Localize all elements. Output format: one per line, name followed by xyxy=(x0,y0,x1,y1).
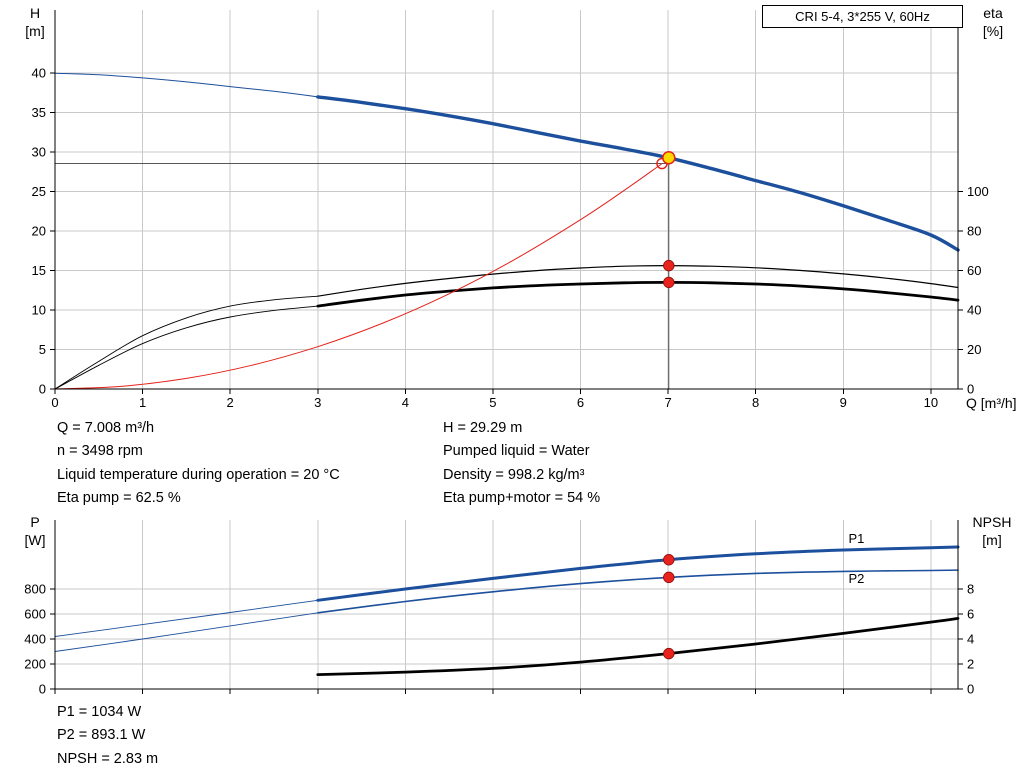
info-speed: n = 3498 rpm xyxy=(57,443,143,460)
grid-lines xyxy=(55,520,958,689)
svg-text:1: 1 xyxy=(139,395,146,410)
npsh-duty-point xyxy=(663,647,675,660)
svg-text:10: 10 xyxy=(32,303,46,318)
pump-type-box: CRI 5-4, 3*255 V, 60Hz xyxy=(762,5,963,28)
svg-text:4: 4 xyxy=(402,395,409,410)
info-pumped-liquid: Pumped liquid = Water xyxy=(443,443,590,460)
h-axis-label: H [m] xyxy=(16,4,54,40)
npsh-axis-symbol: NPSH xyxy=(972,514,1012,530)
p-axis-label: P [W] xyxy=(16,513,54,549)
svg-text:8: 8 xyxy=(752,395,759,410)
eta-pump-curve xyxy=(317,265,959,297)
svg-text:60: 60 xyxy=(967,263,981,278)
eta-axis-label: eta [%] xyxy=(970,4,1016,40)
eta-axis-symbol: eta xyxy=(983,5,1003,21)
svg-text:15: 15 xyxy=(32,263,46,278)
svg-text:2: 2 xyxy=(227,395,234,410)
power-npsh-chart: 0 200 400 600 800 0 2 4 6 8 P1 P2 xyxy=(24,520,974,697)
result-npsh: NPSH = 2.83 m xyxy=(57,750,159,767)
svg-text:30: 30 xyxy=(32,145,46,160)
svg-text:35: 35 xyxy=(32,105,46,120)
p1-duty-point xyxy=(663,554,675,566)
svg-text:3: 3 xyxy=(314,395,321,410)
tick-labels: 0 200 400 600 800 0 2 4 6 8 xyxy=(24,582,974,697)
p2-curve-label: P2 xyxy=(848,571,864,586)
info-eta-pump: Eta pump = 62.5 % xyxy=(57,490,181,507)
svg-text:800: 800 xyxy=(24,582,46,597)
p1-curve-label: P1 xyxy=(848,531,864,546)
svg-text:10: 10 xyxy=(924,395,938,410)
svg-text:600: 600 xyxy=(24,607,46,622)
svg-text:20: 20 xyxy=(967,342,981,357)
svg-text:2: 2 xyxy=(967,657,974,672)
duty-point[interactable] xyxy=(662,150,676,165)
svg-text:100: 100 xyxy=(967,184,989,199)
svg-text:0: 0 xyxy=(51,395,58,410)
svg-text:0: 0 xyxy=(39,682,46,697)
head-curve xyxy=(316,95,960,252)
svg-text:0: 0 xyxy=(39,382,46,397)
svg-text:20: 20 xyxy=(32,224,46,239)
axes xyxy=(54,520,959,690)
info-flow: Q = 7.008 m³/h xyxy=(57,420,155,436)
p-axis-unit: [W] xyxy=(24,532,46,548)
result-p1: P1 = 1034 W xyxy=(57,704,142,720)
eta-pump-duty-point xyxy=(663,259,675,272)
p-axis-symbol: P xyxy=(30,514,40,530)
npsh-curve xyxy=(316,617,960,676)
result-data: P1 = 1034 W P2 = 893.1 W NPSH = 2.83 m xyxy=(57,701,158,771)
operating-data-left: Q = 7.008 m³/h n = 3498 rpm Liquid tempe… xyxy=(57,417,340,511)
svg-text:5: 5 xyxy=(489,395,496,410)
svg-text:0: 0 xyxy=(967,682,974,697)
npsh-axis-unit: [m] xyxy=(982,532,1002,548)
result-p2: P2 = 893.1 W xyxy=(57,727,146,744)
eta-pump-extension xyxy=(54,295,319,390)
p2-duty-point xyxy=(663,571,675,584)
svg-text:200: 200 xyxy=(24,657,46,672)
h-axis-unit: [m] xyxy=(25,23,45,39)
system-curve xyxy=(54,163,663,390)
eta-pump-motor-duty-point xyxy=(663,276,675,289)
h-axis-symbol: H xyxy=(29,5,41,21)
head-curve-extension xyxy=(54,72,319,98)
eta-pump-motor-extension xyxy=(54,305,319,390)
svg-text:40: 40 xyxy=(32,66,46,81)
p1-extension xyxy=(54,599,319,637)
info-density: Density = 998.2 kg/m³ xyxy=(443,466,585,483)
p2-extension xyxy=(54,612,319,652)
operating-data-right: H = 29.29 m Pumped liquid = Water Densit… xyxy=(443,417,600,511)
svg-text:5: 5 xyxy=(39,342,46,357)
svg-text:4: 4 xyxy=(967,632,974,647)
svg-text:8: 8 xyxy=(967,582,974,597)
svg-text:0: 0 xyxy=(967,382,974,397)
svg-text:7: 7 xyxy=(664,395,671,410)
svg-text:6: 6 xyxy=(577,395,584,410)
eta-axis-unit: [%] xyxy=(982,23,1004,39)
svg-text:40: 40 xyxy=(967,303,981,318)
eta-pump-motor-curve xyxy=(316,281,960,308)
svg-text:400: 400 xyxy=(24,632,46,647)
info-eta-pump-motor: Eta pump+motor = 54 % xyxy=(443,490,601,507)
q-axis-label: Q [m³/h] xyxy=(966,395,1017,411)
info-head: H = 29.29 m xyxy=(443,420,523,436)
svg-text:9: 9 xyxy=(840,395,847,410)
svg-text:6: 6 xyxy=(967,607,974,622)
svg-text:80: 80 xyxy=(967,224,981,239)
svg-text:25: 25 xyxy=(32,184,46,199)
npsh-axis-label: NPSH [m] xyxy=(962,513,1022,549)
info-liquid-temperature: Liquid temperature during operation = 20… xyxy=(57,466,340,483)
